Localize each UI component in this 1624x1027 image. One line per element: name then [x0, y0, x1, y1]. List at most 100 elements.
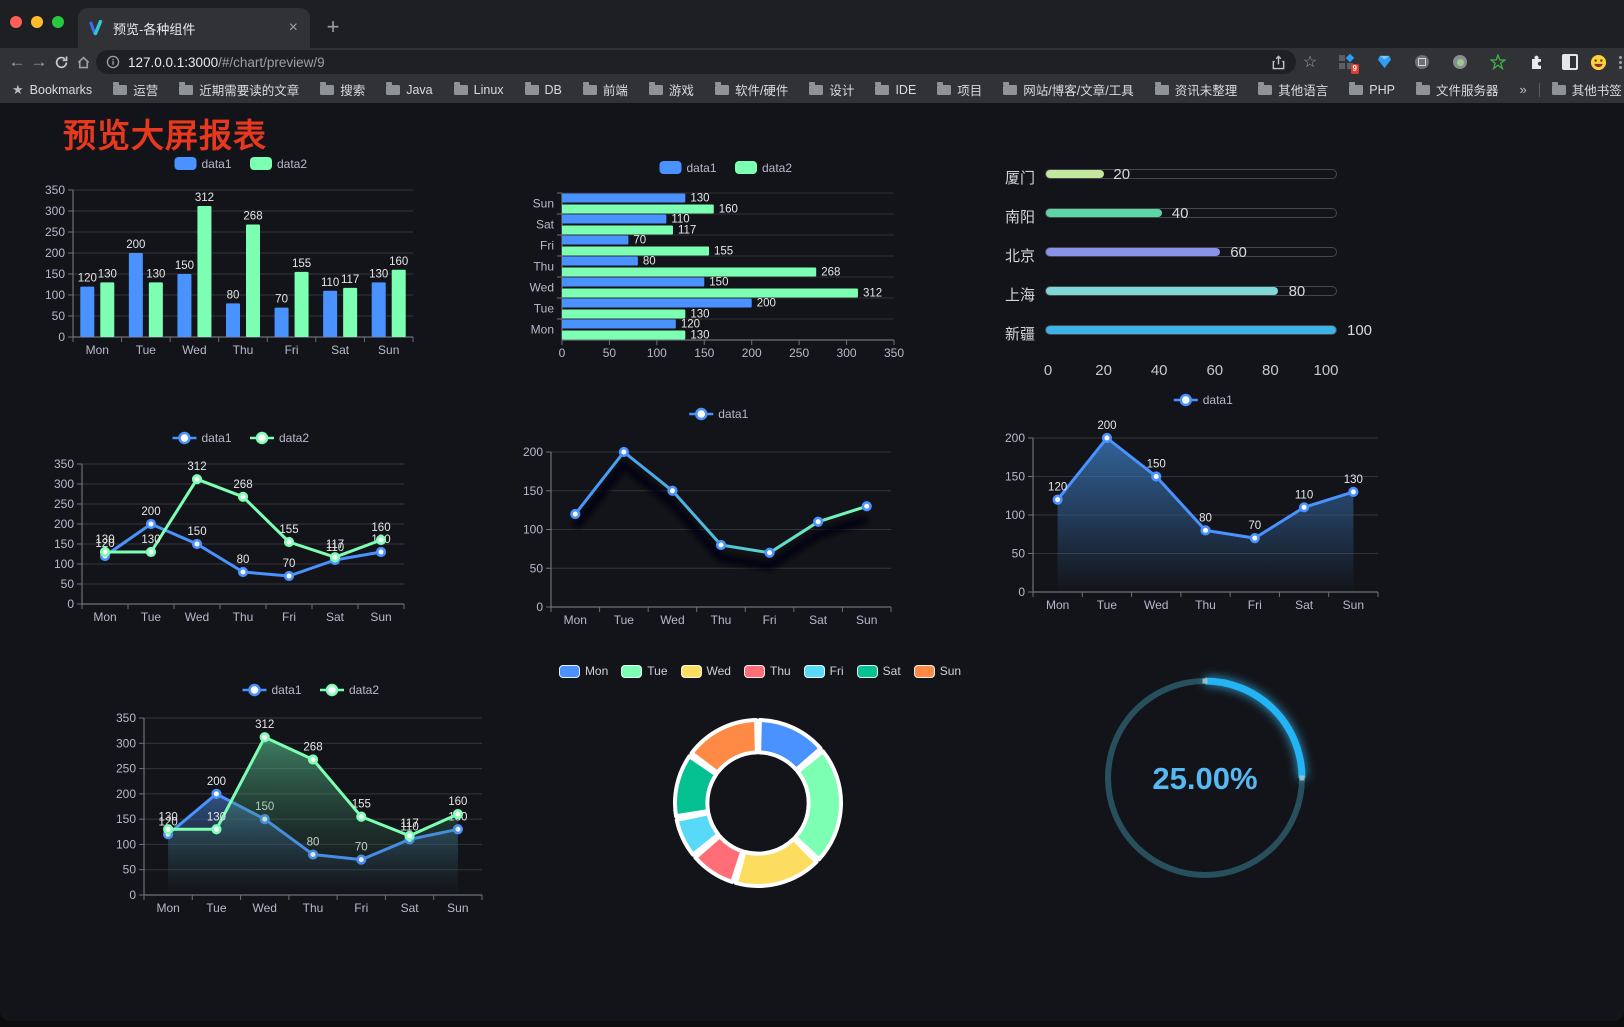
svg-text:data2: data2 [277, 157, 307, 171]
bookmark-star-icon[interactable]: ☆ [1302, 54, 1318, 71]
bookmarks-label: Bookmarks [29, 82, 93, 97]
bookmark-folder[interactable]: 其他语言 [1258, 80, 1328, 99]
bookmark-folder[interactable]: 游戏 [648, 80, 694, 99]
tab-close-icon[interactable]: × [288, 19, 298, 36]
bookmark-folder-label: IDE [895, 82, 917, 97]
svg-text:350: 350 [884, 346, 904, 360]
svg-text:Thu: Thu [303, 901, 324, 915]
browser-tab[interactable]: 预览-各种组件 × [78, 8, 310, 48]
bookmark-folder[interactable]: 设计 [809, 80, 854, 99]
svg-text:50: 50 [52, 309, 66, 323]
progress-fill [1046, 326, 1336, 334]
bookmarks-manager[interactable]: ★ Bookmarks [12, 82, 92, 98]
bookmark-folder[interactable]: Linux [453, 81, 504, 97]
extension-lens-icon[interactable] [1448, 48, 1472, 76]
progress-track [1045, 286, 1337, 296]
svg-text:130: 130 [146, 268, 165, 280]
svg-text:Sat: Sat [809, 613, 828, 627]
bookmark-folder[interactable]: PHP [1349, 81, 1395, 97]
pie-legend-item[interactable]: Sat [856, 664, 901, 678]
svg-text:Fri: Fri [282, 610, 296, 624]
bookmark-folder[interactable]: 资讯未整理 [1154, 80, 1237, 99]
axis-tick-label: 0 [1043, 362, 1053, 379]
bookmark-folder[interactable]: 近期需要读的文章 [179, 80, 299, 99]
other-bookmarks-folder[interactable]: 其他书签 [1551, 80, 1622, 99]
window-minimize-button[interactable] [31, 16, 43, 28]
svg-text:130: 130 [98, 268, 117, 280]
svg-text:50: 50 [603, 346, 617, 360]
bookmark-folder[interactable]: 文件服务器 [1415, 80, 1498, 99]
series-data2: 130 130 312 268 155 117 160 [562, 204, 882, 342]
extension-command-icon[interactable] [1410, 48, 1434, 76]
bookmark-folder[interactable]: 前端 [582, 80, 628, 99]
svg-text:117: 117 [326, 539, 344, 551]
horizontal-bar-chart[interactable]: 0 50 100 150 200 250 300 350 Mon Tue Wed Thu Fri Sat S… [498, 152, 904, 372]
gauge-chart[interactable]: 25.00% [1095, 668, 1315, 888]
progress-track [1045, 169, 1337, 179]
gradient-line-chart[interactable]: 0 50 100 150 200 Mon Tue Wed Thu Fri Sat Sun data1 [498, 396, 898, 631]
bookmark-folder[interactable]: DB [524, 81, 562, 97]
svg-text:Sat: Sat [331, 343, 350, 357]
extension-grid-icon[interactable]: 9 [1334, 48, 1359, 76]
progress-bar-chart[interactable]: 厦门 20 南阳 40 北京 60 上海 80 新疆 100 0 20 40 60 80 100 [975, 150, 1372, 395]
forward-icon[interactable]: → [30, 52, 48, 71]
line-chart-two-series[interactable]: 0 50 100 150 200 250 300 350 Mon Tue Wed Thu Fri Sat S… [36, 424, 466, 636]
reload-icon[interactable] [50, 48, 72, 76]
extension-star-icon[interactable] [1486, 48, 1510, 76]
bookmark-folder[interactable]: 运营 [113, 80, 158, 99]
svg-text:Thu: Thu [233, 610, 254, 624]
pie-slice-Thu [693, 834, 745, 884]
svg-text:120: 120 [1048, 482, 1067, 494]
tab-strip: 预览-各种组件 × + [0, 0, 1624, 48]
svg-text:312: 312 [187, 461, 206, 473]
bookmark-folder[interactable]: Java [386, 81, 433, 97]
pie-legend-item[interactable]: Fri [803, 664, 844, 678]
grouped-bar-chart[interactable]: 0 50 100 150 200 250 300 350 Mon Tue Wed Thu Fri Sat S… [36, 150, 466, 365]
browser-menu-icon[interactable] [1608, 48, 1624, 76]
bookmark-folder[interactable]: 搜索 [320, 80, 365, 99]
svg-text:150: 150 [1005, 470, 1025, 484]
new-tab-button[interactable]: + [326, 14, 340, 39]
extensions-puzzle-icon[interactable] [1524, 48, 1548, 76]
legend-label: Wed [706, 664, 731, 678]
area-line-chart[interactable]: 0 50 100 150 200 Mon Tue Wed Thu Fri Sat Sun data1 12… [978, 388, 1393, 618]
bookmark-folder[interactable]: IDE [875, 81, 917, 97]
pie-legend-item[interactable]: Wed [680, 664, 731, 678]
url-bar[interactable]: 127.0.0.1:3000/#/chart/preview/9 [96, 50, 1296, 74]
svg-text:Sun: Sun [533, 197, 554, 211]
pie-legend-item[interactable]: Thu [743, 664, 791, 678]
svg-text:100: 100 [54, 557, 74, 571]
pie-legend-item[interactable]: Mon [558, 664, 608, 678]
home-icon[interactable] [72, 48, 94, 76]
donut-chart[interactable] [558, 700, 958, 895]
bookmarks-overflow-icon[interactable]: » [1519, 82, 1527, 97]
svg-text:120: 120 [95, 538, 114, 550]
back-icon[interactable]: ← [8, 52, 26, 71]
svg-text:Thu: Thu [1195, 598, 1216, 612]
bookmark-folder[interactable]: 项目 [937, 80, 982, 99]
extension-darkmode-icon[interactable] [1558, 48, 1582, 76]
svg-text:Thu: Thu [711, 613, 732, 627]
legend-swatch [743, 664, 765, 678]
svg-text:70: 70 [1248, 520, 1261, 532]
series-data1: 120 200 150 80 70 110 130 [95, 506, 391, 582]
bookmark-folder-label: 近期需要读的文章 [199, 84, 300, 98]
pie-legend-item[interactable]: Tue [621, 664, 668, 678]
legend-swatch [803, 664, 825, 678]
svg-text:0: 0 [559, 346, 566, 360]
bookmark-folder[interactable]: 网站/博客/文章/工具 [1003, 80, 1134, 99]
window-close-button[interactable] [10, 16, 22, 28]
svg-text:150: 150 [187, 526, 206, 538]
pie-legend-item[interactable]: Sun [913, 664, 961, 678]
site-info-icon[interactable] [106, 55, 120, 69]
window-zoom-button[interactable] [52, 16, 64, 28]
two-series-area-chart[interactable]: 0 50 100 150 200 250 300 350 Mon Tue Wed Thu Fri Sat S… [90, 672, 510, 924]
bookmark-folder[interactable]: 软件/硬件 [714, 80, 788, 99]
svg-text:268: 268 [821, 267, 840, 279]
share-icon[interactable] [1271, 54, 1286, 70]
extension-gem-icon[interactable] [1372, 48, 1396, 76]
extension-emoji-icon[interactable] [1586, 48, 1610, 76]
svg-text:200: 200 [523, 445, 543, 459]
series-data2: 130 130 312 268 155 117 160 [98, 192, 408, 337]
